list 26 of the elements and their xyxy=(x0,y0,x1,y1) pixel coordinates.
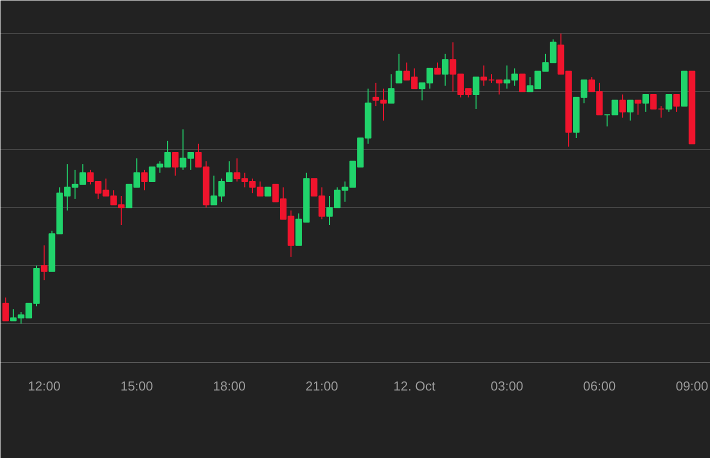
x-tick-label: 06:00 xyxy=(583,378,616,394)
candlestick xyxy=(627,100,634,122)
candlestick xyxy=(141,169,148,191)
candlestick xyxy=(519,74,526,92)
x-tick-label: 21:00 xyxy=(306,378,338,394)
candlestick xyxy=(658,106,664,118)
x-tick-label: 15:00 xyxy=(120,378,154,394)
x-tick-label: 03:00 xyxy=(490,378,524,394)
x-tick-label: 12:00 xyxy=(28,378,60,394)
candlestick xyxy=(650,94,657,110)
candlestick xyxy=(2,297,9,322)
candlestick xyxy=(666,94,672,112)
x-tick-label: 09:00 xyxy=(676,378,708,394)
candlestick xyxy=(673,94,680,112)
candlestick xyxy=(634,100,642,116)
candlestick xyxy=(396,53,402,84)
candlestick xyxy=(434,62,441,75)
candlestick xyxy=(642,94,649,112)
candlestick xyxy=(40,244,48,281)
candlestick xyxy=(388,74,395,104)
candlestick xyxy=(442,53,448,86)
candlestick xyxy=(172,152,179,176)
candlestick xyxy=(619,94,626,118)
x-tick-label: 12. Oct xyxy=(393,378,436,394)
candlestick xyxy=(472,76,480,110)
x-tick-label: 18:00 xyxy=(213,378,246,394)
